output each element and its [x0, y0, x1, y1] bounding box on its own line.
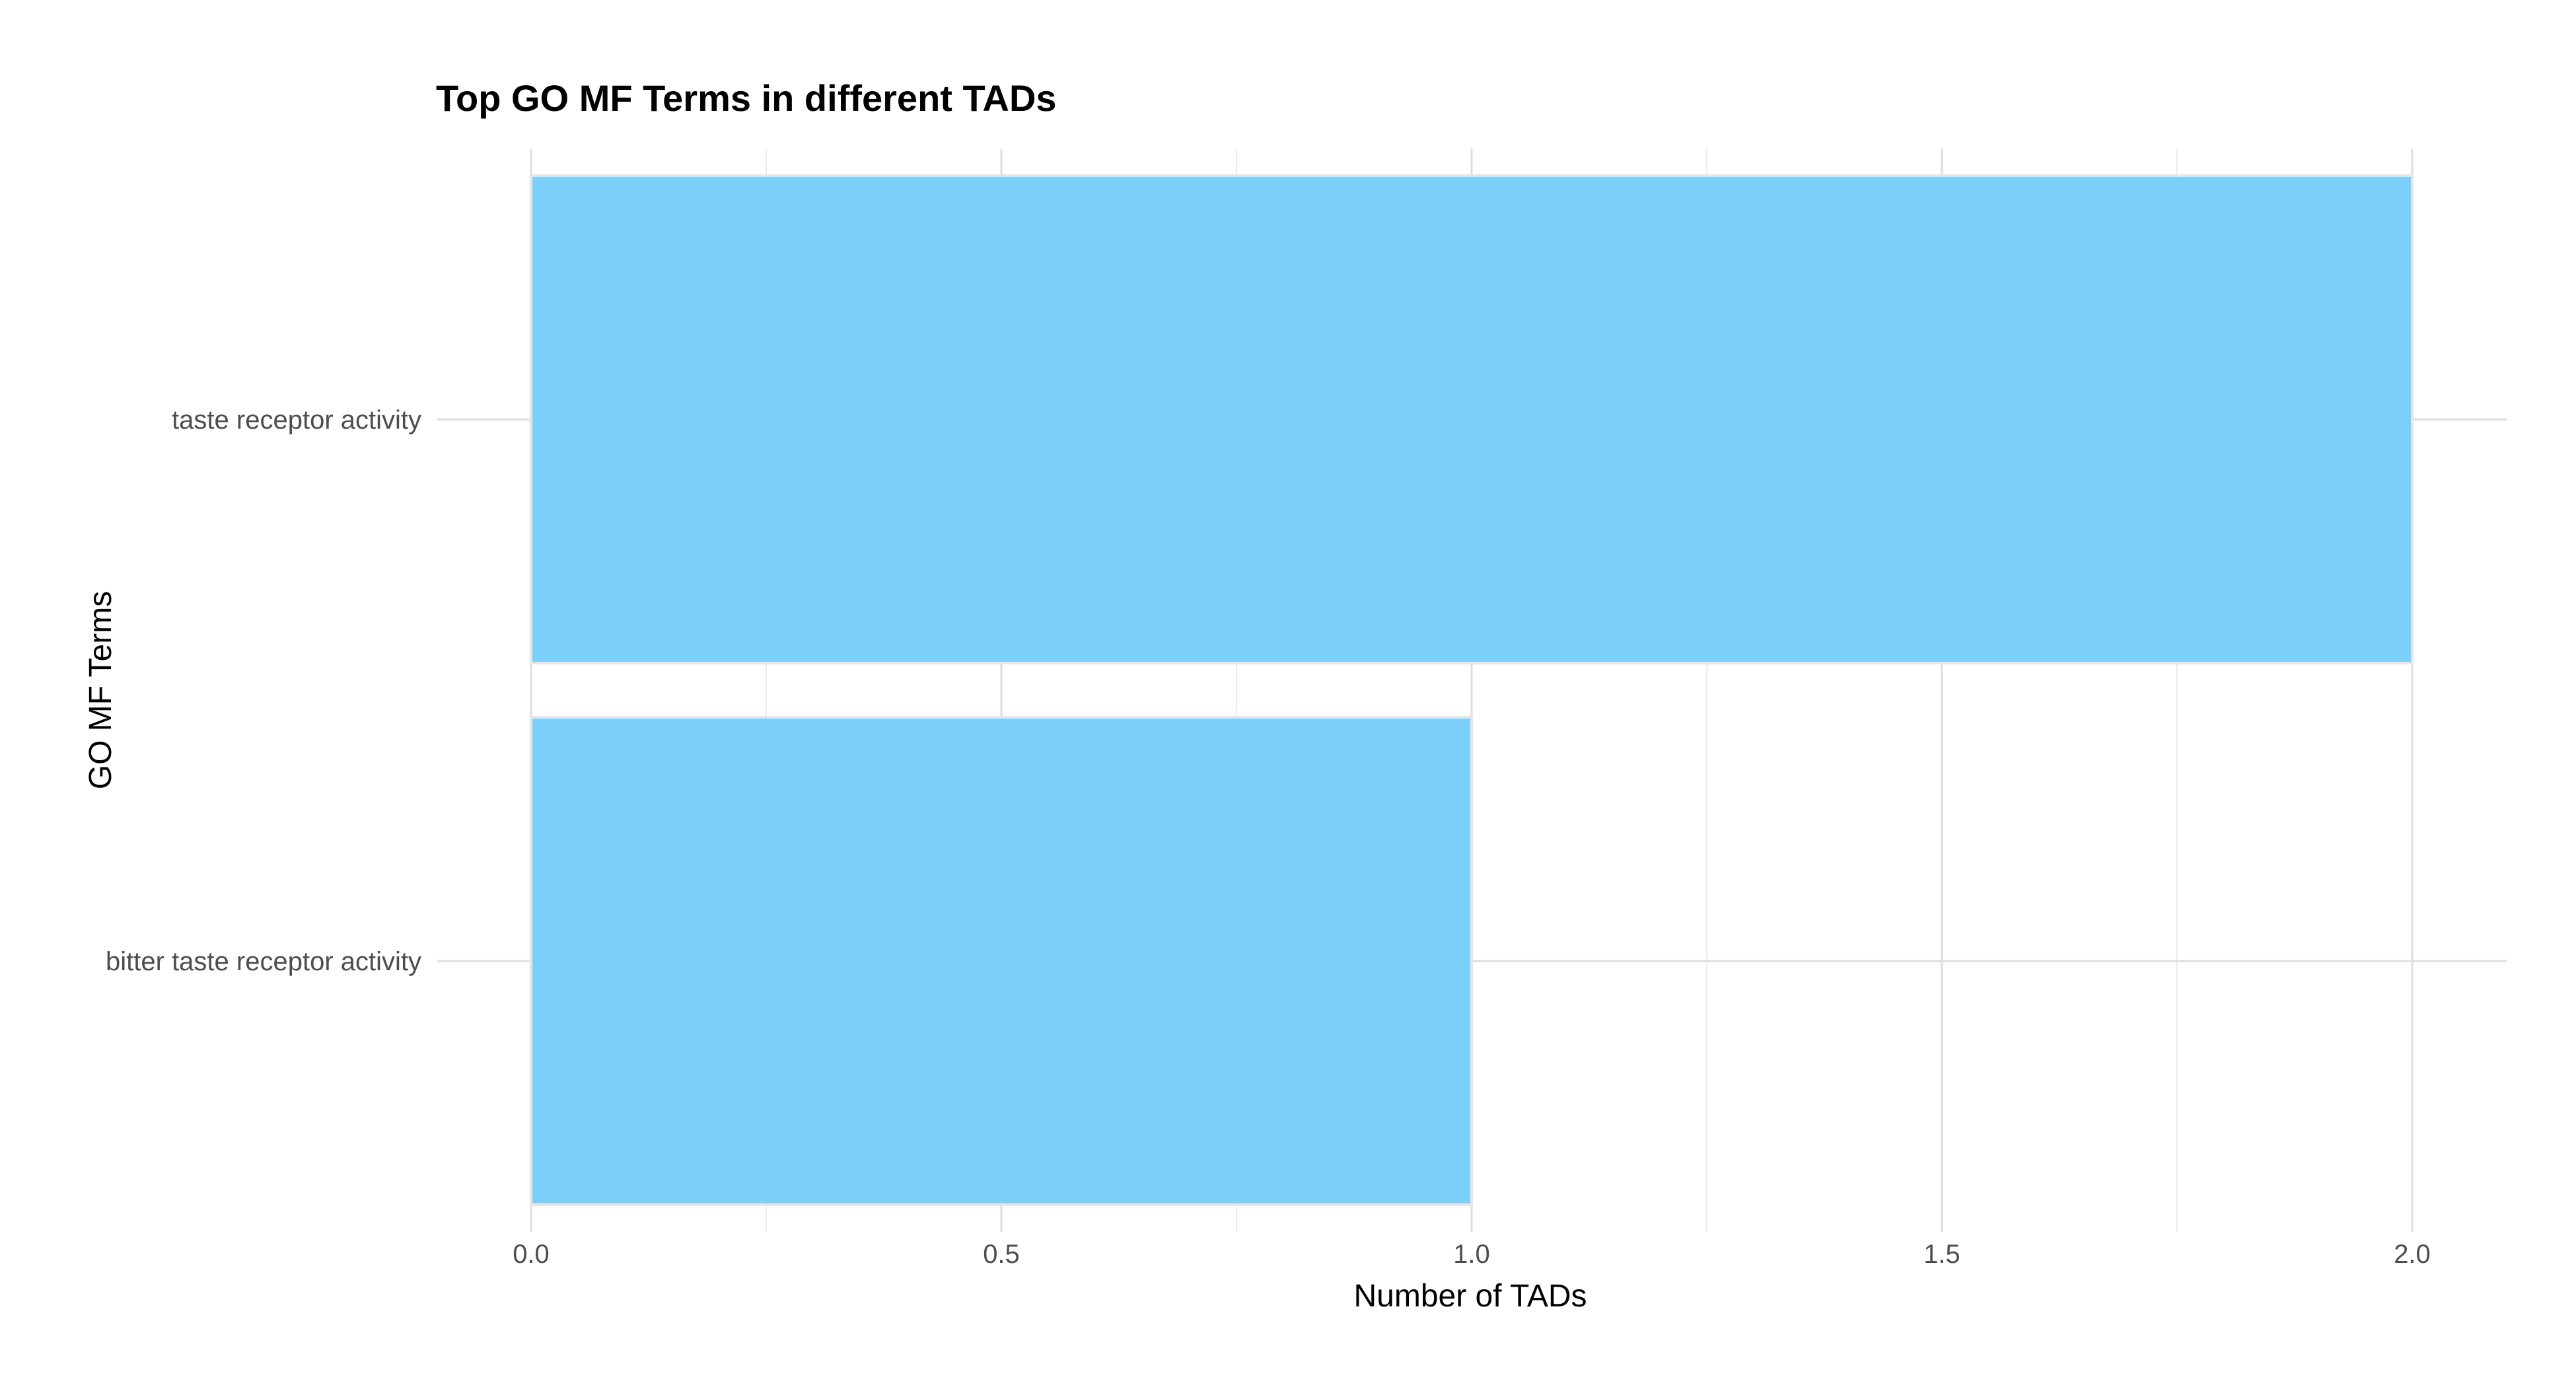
bars: [530, 174, 2414, 1206]
chart-title: Top GO MF Terms in different TADs: [436, 77, 1057, 119]
x-tick-label: 0.5: [983, 1240, 1020, 1269]
bar: [530, 716, 1473, 1206]
y-tick-label: taste receptor activity: [172, 406, 421, 435]
y-axis-title: GO MF Terms: [83, 591, 118, 789]
x-axis-title: Number of TADs: [1354, 1279, 1587, 1314]
x-axis-ticks: 0.0 0.5 1.0 1.5 2.0: [513, 1240, 2431, 1269]
x-tick-label: 2.0: [2394, 1240, 2431, 1269]
x-tick-label: 0.0: [513, 1240, 550, 1269]
bar: [530, 174, 2414, 664]
x-tick-label: 1.0: [1453, 1240, 1490, 1269]
x-tick-label: 1.5: [1923, 1240, 1960, 1269]
y-axis-ticks: taste receptor activity bitter taste rece…: [106, 406, 421, 976]
y-tick-label: bitter taste receptor activity: [106, 947, 421, 976]
